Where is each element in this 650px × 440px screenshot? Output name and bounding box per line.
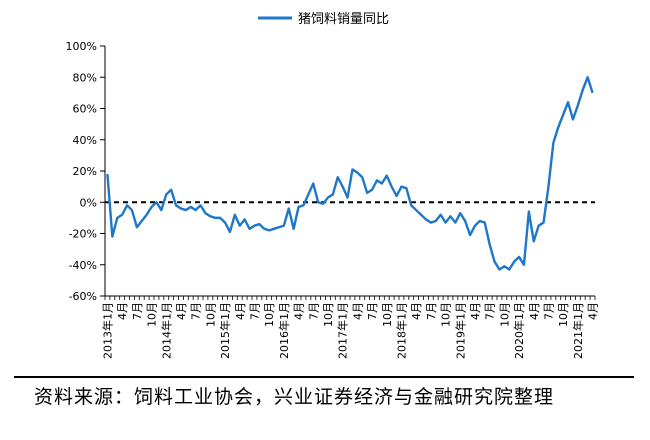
- x-tick-label: 7月: [425, 302, 438, 320]
- y-tick-label: 100%: [66, 40, 97, 53]
- x-tick-label: 10月: [322, 302, 335, 327]
- x-tick-label: 2018年1月: [394, 302, 408, 359]
- x-tick-label: 2016年1月: [277, 302, 291, 359]
- y-tick-label: -40%: [69, 259, 97, 272]
- y-tick-label: -60%: [69, 290, 97, 303]
- x-tick-label: 4月: [116, 302, 129, 320]
- x-tick-label: 10月: [440, 302, 453, 327]
- x-tick-label: 10月: [557, 302, 570, 327]
- source-note: 资料来源：饲料工业协会，兴业证券经济与金融研究院整理: [34, 386, 555, 408]
- x-tick-label: 10月: [263, 302, 276, 327]
- x-tick-label: 4月: [528, 302, 541, 320]
- x-tick-label: 2020年1月: [512, 302, 526, 359]
- x-tick-label: 7月: [190, 302, 203, 320]
- x-tick-label: 4月: [175, 302, 188, 320]
- y-tick-label: 40%: [73, 134, 97, 147]
- y-tick-label: 20%: [73, 165, 97, 178]
- y-tick-label: -20%: [69, 228, 97, 241]
- y-tick-label: 80%: [73, 71, 97, 84]
- x-tick-label: 2014年1月: [159, 302, 173, 359]
- y-tick-label: 60%: [73, 103, 97, 116]
- x-tick-label: 7月: [131, 302, 144, 320]
- x-tick-label: 7月: [542, 302, 555, 320]
- x-tick-label: 10月: [146, 302, 159, 327]
- x-tick-label: 2019年1月: [453, 302, 467, 359]
- x-axis: 2013年1月 4月 7月 10月 2014年1月 4月 7月 10月 2015年1月 4月 7月 1…: [100, 295, 600, 359]
- source-divider: [14, 376, 634, 378]
- x-tick-label: 2013年1月: [100, 302, 114, 359]
- x-tick-label: 10月: [204, 302, 217, 327]
- x-tick-label: 4月: [293, 302, 306, 320]
- x-tick-label: 4月: [587, 302, 600, 320]
- x-tick-label: 7月: [366, 302, 379, 320]
- y-tick-label: 0%: [80, 196, 97, 209]
- x-tick-label: 4月: [410, 302, 423, 320]
- x-tick-label: 10月: [498, 302, 511, 327]
- chart: 猪饲料销量同比 -60% -40% -20% 0% 20% 40% 60% 80% 100% 2…: [66, 12, 600, 359]
- x-tick-label: 2021年1月: [571, 302, 585, 359]
- x-tick-label: 7月: [307, 302, 320, 320]
- x-tick-label: 4月: [469, 302, 482, 320]
- x-tick-label: 7月: [484, 302, 497, 320]
- legend-label: 猪饲料销量同比: [298, 12, 389, 27]
- x-tick-label: 4月: [234, 302, 247, 320]
- legend: 猪饲料销量同比: [258, 12, 389, 27]
- y-axis: -60% -40% -20% 0% 20% 40% 60% 80% 100%: [66, 40, 106, 303]
- x-tick-label: 10月: [381, 302, 394, 327]
- x-tick-label: 2015年1月: [218, 302, 232, 359]
- x-tick-label: 4月: [351, 302, 364, 320]
- x-tick-label: 7月: [248, 302, 261, 320]
- series-line: [106, 76, 594, 271]
- x-tick-label: 2017年1月: [336, 302, 350, 359]
